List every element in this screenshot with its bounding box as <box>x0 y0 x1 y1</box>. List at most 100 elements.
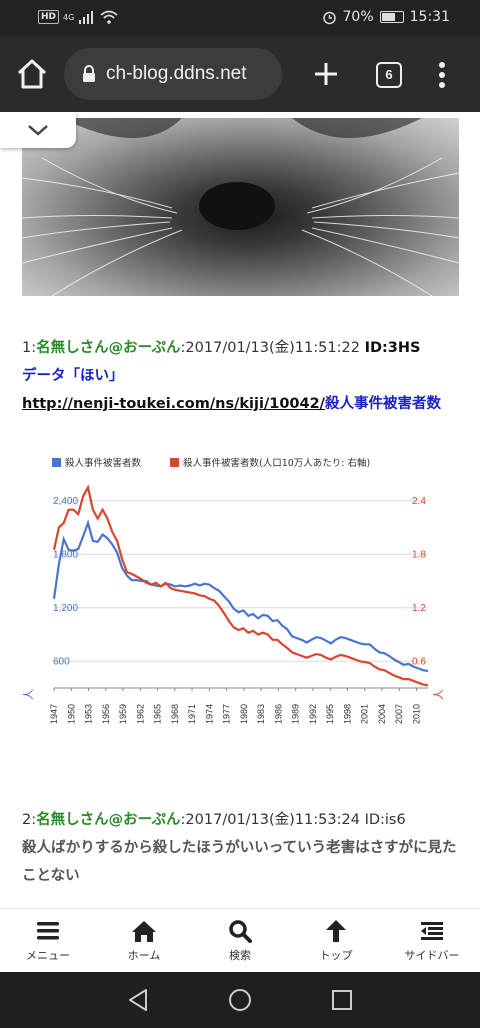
poster-name: 名無しさん@おーぷん <box>36 340 181 356</box>
sidebar-icon <box>421 922 443 940</box>
legend-label-2: 殺人事件被害者数(人口10万人あたり: 右軸) <box>183 457 370 469</box>
x-tick-label: 1977 <box>222 704 232 724</box>
collapse-header-button[interactable] <box>0 112 76 148</box>
battery-percent: 70% <box>342 9 374 25</box>
x-tick-label: 1986 <box>273 704 283 724</box>
x-tick-label: 1965 <box>153 704 163 724</box>
x-tick-label: 1974 <box>204 704 214 724</box>
x-tick-label: 1995 <box>325 704 335 724</box>
nav-label: 検索 <box>229 949 251 962</box>
post-number: 2: <box>22 812 37 828</box>
post-text: データ「ほい」 <box>22 368 124 384</box>
x-tick-label: 1980 <box>239 704 249 724</box>
poster-id: ID:3HS <box>364 340 421 356</box>
x-tick-label: 1962 <box>135 704 145 724</box>
status-bar: HD 4G 70% 15:31 <box>0 0 480 36</box>
nav-label: ホーム <box>127 949 161 962</box>
status-right: 70% 15:31 <box>322 9 450 25</box>
wifi-icon <box>100 10 118 24</box>
post-header: 1:名無しさん@おーぷん:2017/01/13(金)11:51:22 ID:3H… <box>22 334 462 362</box>
poster-id: ID:is6 <box>364 812 406 828</box>
legend-swatch-1 <box>52 458 61 467</box>
page-content: 1:名無しさん@おーぷん:2017/01/13(金)11:51:22 ID:3H… <box>0 112 480 908</box>
post-date: :2017/01/13(金)11:51:22 <box>180 340 360 356</box>
cat-photo <box>22 118 459 296</box>
x-tick-label: 2001 <box>360 704 370 724</box>
chevron-down-icon <box>28 125 48 136</box>
address-bar[interactable]: ch-blog.ddns.net <box>64 48 282 100</box>
more-menu-icon[interactable] <box>432 60 452 90</box>
y-right-tick: 0.6 <box>412 656 426 667</box>
alarm-icon <box>322 11 336 24</box>
whiskers <box>22 118 459 296</box>
y-left-tick: 1,800 <box>53 549 78 560</box>
nav-home[interactable]: ホーム <box>96 909 192 972</box>
y-right-label: 人 <box>432 689 445 700</box>
x-tick-label: 1998 <box>342 704 352 724</box>
status-left: HD 4G <box>38 10 118 24</box>
x-tick-label: 1950 <box>66 704 76 724</box>
nav-top[interactable]: トップ <box>288 909 384 972</box>
y-left-tick: 600 <box>53 656 70 667</box>
bottom-nav: メニュー ホーム 検索 トップ サイドバー <box>0 908 480 972</box>
signal-icon <box>79 11 94 24</box>
post-date: :2017/01/13(金)11:53:24 <box>180 812 360 828</box>
x-tick-label: 2004 <box>377 704 387 724</box>
series-line-2 <box>52 484 429 687</box>
x-tick-label: 1947 <box>49 704 59 724</box>
chart-svg: 600 0.6 1,200 1.2 1,800 1.8 2,400 2.4 人 人 1947 1950… <box>22 457 445 724</box>
poster-name: 名無しさん@おーぷん <box>36 812 181 828</box>
search-icon <box>229 920 252 943</box>
x-tick-label: 1971 <box>187 704 197 724</box>
link-title: 殺人事件被害者数 <box>324 396 441 412</box>
x-tick-label: 2007 <box>394 704 404 724</box>
home-icon <box>132 921 156 942</box>
nav-menu[interactable]: メニュー <box>0 909 96 972</box>
nav-label: トップ <box>319 949 353 962</box>
recents-icon[interactable] <box>332 990 352 1010</box>
x-tick-label: 1956 <box>101 704 111 724</box>
x-tick-label: 2010 <box>411 704 421 724</box>
post-header: 2:名無しさん@おーぷん:2017/01/13(金)11:53:24 ID:is… <box>22 806 462 834</box>
y-right-tick: 2.4 <box>412 496 426 507</box>
clock: 15:31 <box>409 9 450 25</box>
post-1: 1:名無しさん@おーぷん:2017/01/13(金)11:51:22 ID:3H… <box>22 334 462 418</box>
network-type: 4G <box>63 12 75 22</box>
post-number: 1: <box>22 340 37 356</box>
homicide-chart: 600 0.6 1,200 1.2 1,800 1.8 2,400 2.4 人 人 1947 1950… <box>22 450 462 740</box>
x-tick-label: 1959 <box>118 704 128 724</box>
x-tick-label: 1953 <box>84 704 94 724</box>
y-left-tick: 1,200 <box>53 603 78 614</box>
y-right-tick: 1.2 <box>412 603 426 614</box>
post-link-line: http://nenji-toukei.com/ns/kiji/10042/殺人… <box>22 390 462 418</box>
y-right-tick: 1.8 <box>412 549 426 560</box>
home-circle-icon[interactable] <box>229 989 251 1011</box>
tab-switcher-button[interactable]: 6 <box>376 62 402 88</box>
post-text: 殺人ばかりするから殺したほうがいいっていう老害はさすがに見たことない <box>22 840 457 884</box>
legend-label-1: 殺人事件被害者数 <box>65 457 142 469</box>
series-line-1 <box>52 519 429 673</box>
source-link[interactable]: http://nenji-toukei.com/ns/kiji/10042/ <box>22 396 325 412</box>
x-tick-label: 1989 <box>291 704 301 724</box>
arrow-up-icon <box>326 920 346 942</box>
nav-sidebar[interactable]: サイドバー <box>384 909 480 972</box>
y-left-label: 人 <box>22 689 35 700</box>
post-2: 2:名無しさん@おーぷん:2017/01/13(金)11:53:24 ID:is… <box>22 806 462 890</box>
browser-home-icon[interactable] <box>14 56 50 92</box>
nav-search[interactable]: 検索 <box>192 909 288 972</box>
lock-icon <box>83 65 95 82</box>
x-tick-label: 1983 <box>256 704 266 724</box>
system-navigation <box>0 972 480 1028</box>
nav-label: サイドバー <box>404 949 460 962</box>
back-icon[interactable] <box>129 989 147 1011</box>
browser-toolbar: ch-blog.ddns.net 6 <box>0 36 480 112</box>
menu-icon <box>37 922 59 940</box>
nav-label: メニュー <box>26 949 70 962</box>
x-tick-label: 1968 <box>170 704 180 724</box>
y-left-tick: 2,400 <box>53 496 78 507</box>
url-text: ch-blog.ddns.net <box>106 63 247 84</box>
hd-badge: HD <box>38 10 60 24</box>
legend-swatch-2 <box>170 458 179 467</box>
new-tab-icon[interactable] <box>310 58 342 90</box>
x-tick-label: 1992 <box>308 704 318 724</box>
